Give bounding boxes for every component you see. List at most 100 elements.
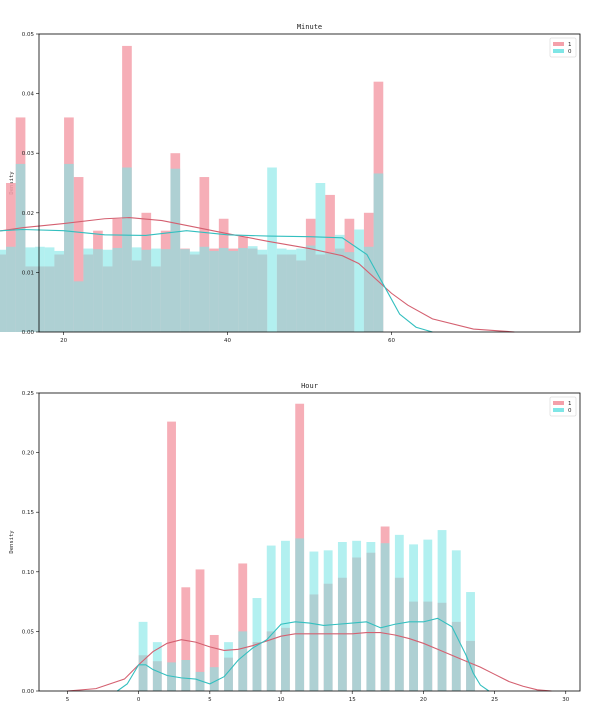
bar bbox=[228, 250, 239, 332]
bar bbox=[238, 563, 248, 691]
bar bbox=[276, 248, 287, 332]
bar bbox=[6, 246, 16, 332]
legend-label: 0 bbox=[568, 49, 572, 55]
bar bbox=[181, 587, 191, 691]
y-axis-label: Density bbox=[9, 171, 15, 195]
kde-line-0 bbox=[116, 617, 490, 692]
x-tick-label: 15 bbox=[349, 697, 356, 703]
legend: 10 bbox=[549, 396, 577, 417]
bar bbox=[281, 540, 290, 691]
bar bbox=[152, 642, 162, 691]
bar bbox=[363, 246, 374, 332]
bar bbox=[451, 550, 461, 691]
bar bbox=[266, 545, 276, 691]
bar bbox=[423, 539, 433, 691]
bar bbox=[437, 530, 447, 691]
chart-title: Minute bbox=[297, 23, 322, 31]
bar bbox=[224, 642, 233, 691]
bar bbox=[181, 660, 191, 691]
bar bbox=[102, 249, 113, 332]
bar bbox=[141, 249, 152, 332]
y-tick-label: 0.00 bbox=[22, 689, 35, 695]
bar bbox=[83, 248, 94, 332]
bar bbox=[170, 168, 181, 332]
bar bbox=[354, 229, 364, 332]
bar bbox=[35, 246, 45, 332]
y-tick-label: 0.20 bbox=[22, 451, 35, 457]
legend-swatch bbox=[553, 408, 564, 412]
kde-line-1 bbox=[67, 632, 552, 692]
x-tick-label: 10 bbox=[278, 697, 285, 703]
bar bbox=[352, 540, 362, 691]
y-tick-label: 0.05 bbox=[22, 629, 35, 635]
bar bbox=[286, 249, 297, 332]
legend-label: 1 bbox=[568, 401, 572, 407]
bar bbox=[195, 569, 205, 691]
y-tick-label: 0.04 bbox=[22, 92, 35, 98]
bar bbox=[238, 631, 248, 691]
bar bbox=[25, 247, 36, 332]
bar bbox=[209, 250, 219, 332]
bar bbox=[73, 281, 84, 332]
bar bbox=[122, 167, 132, 332]
x-tick-label: 5 bbox=[208, 697, 212, 703]
bar bbox=[138, 621, 148, 691]
bar bbox=[0, 249, 7, 332]
bar bbox=[323, 550, 333, 691]
legend-box bbox=[549, 396, 577, 417]
bar bbox=[195, 671, 205, 691]
minute-chart: Minute Density 0.00 0.01 0.02 0.03 0.04 0.05 20 4… bbox=[0, 23, 581, 344]
legend-swatch bbox=[553, 42, 564, 46]
bar bbox=[366, 542, 376, 691]
bar bbox=[315, 183, 326, 332]
legend: 10 bbox=[549, 37, 577, 58]
bar bbox=[131, 247, 142, 332]
bar-series-0 bbox=[0, 163, 384, 332]
bar bbox=[199, 246, 210, 332]
x-tick-label: 0 bbox=[137, 697, 141, 703]
bar bbox=[209, 667, 219, 691]
y-tick-label: 0.15 bbox=[22, 510, 35, 516]
bar bbox=[257, 249, 268, 332]
kde-line-0 bbox=[0, 228, 433, 333]
bar bbox=[15, 163, 26, 332]
x-tick-label: 30 bbox=[562, 697, 569, 703]
bar bbox=[373, 173, 384, 332]
legend-label: 1 bbox=[568, 42, 572, 48]
x-tick-label: 20 bbox=[420, 697, 427, 703]
legend-box bbox=[549, 37, 577, 58]
bar bbox=[380, 543, 390, 691]
legend-swatch bbox=[553, 401, 564, 405]
bar bbox=[209, 634, 219, 691]
x-tick-label: 40 bbox=[224, 338, 231, 344]
bar bbox=[93, 249, 103, 332]
axes-frame bbox=[38, 33, 581, 333]
bar bbox=[238, 247, 248, 332]
bar bbox=[394, 534, 404, 691]
bar bbox=[334, 234, 345, 332]
bar bbox=[325, 252, 335, 332]
bar bbox=[296, 248, 306, 332]
bar bbox=[167, 421, 176, 691]
bar bbox=[309, 551, 319, 691]
bar bbox=[112, 247, 123, 332]
legend-swatch bbox=[553, 49, 564, 53]
axes-frame bbox=[38, 392, 581, 692]
legend-label: 0 bbox=[568, 408, 572, 414]
kde-line-1 bbox=[0, 217, 515, 333]
bar bbox=[54, 250, 65, 332]
bar bbox=[247, 246, 258, 332]
bar bbox=[337, 542, 347, 691]
x-tick-label: 25 bbox=[491, 697, 498, 703]
bar bbox=[151, 248, 161, 332]
y-tick-label: 0.03 bbox=[22, 151, 35, 157]
y-tick-label: 0.05 bbox=[22, 32, 35, 38]
bar bbox=[344, 252, 355, 332]
bar bbox=[295, 538, 305, 691]
bar bbox=[409, 544, 418, 691]
bar bbox=[180, 249, 190, 332]
x-tick-label: 20 bbox=[60, 338, 67, 344]
bar bbox=[305, 245, 316, 332]
